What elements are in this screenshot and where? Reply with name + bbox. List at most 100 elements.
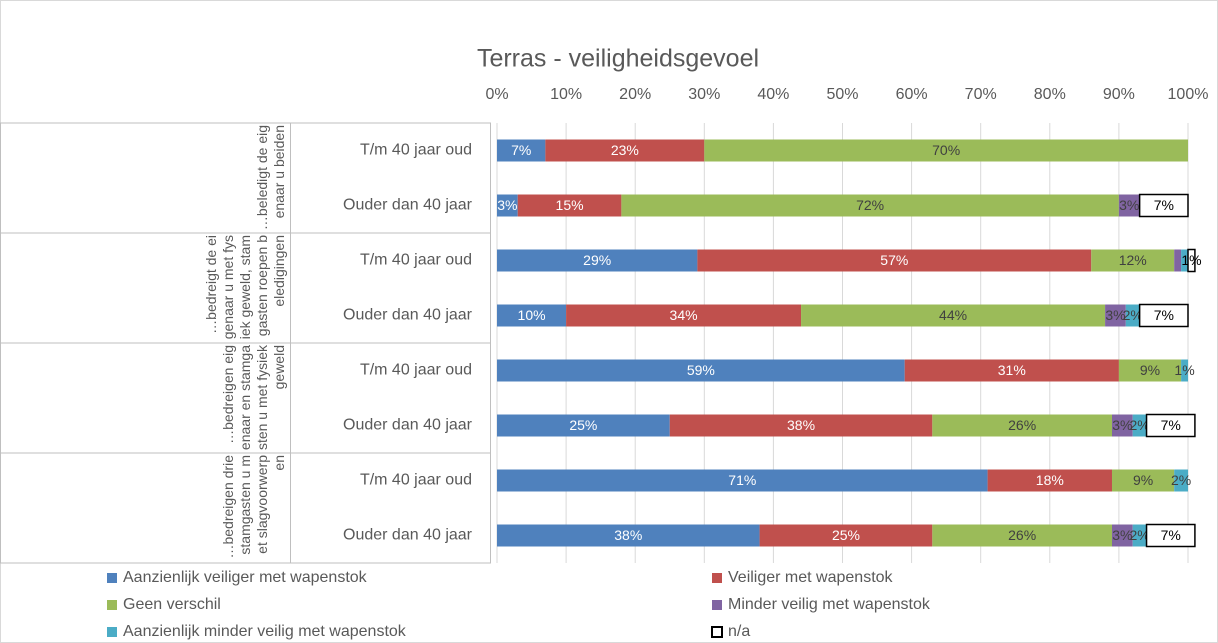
data-label: 7% xyxy=(1154,197,1174,213)
bar-segment xyxy=(1145,523,1196,548)
x-tick-label: 20% xyxy=(619,86,651,103)
data-label: 71% xyxy=(728,472,756,488)
bar-segment xyxy=(1118,194,1140,217)
bar-segment xyxy=(1132,414,1147,437)
bar-segment xyxy=(497,414,670,437)
data-label: 15% xyxy=(556,197,584,213)
y-tick-label: T/m 40 jaar oud xyxy=(360,142,472,159)
data-label: 25% xyxy=(832,527,860,543)
data-label: 26% xyxy=(1008,527,1036,543)
data-label: 7% xyxy=(1161,527,1181,543)
bar-segment xyxy=(1132,524,1147,547)
legend-label: Geen verschil xyxy=(123,596,221,613)
category-cell xyxy=(290,342,491,454)
x-tick-label: 30% xyxy=(688,86,720,103)
bar-segment xyxy=(1111,414,1133,437)
category-cell xyxy=(290,232,491,344)
legend-swatch xyxy=(107,627,117,637)
data-label: 10% xyxy=(518,307,546,323)
data-label: 3% xyxy=(1119,197,1139,213)
group-label: …bedreigen eigenaar en stamgasten u met … xyxy=(220,345,287,451)
bar-segment xyxy=(497,249,698,272)
bar-segment xyxy=(1174,249,1182,272)
x-tick-label: 90% xyxy=(1103,86,1135,103)
data-label: 2% xyxy=(1130,417,1150,433)
legend-swatch xyxy=(712,600,722,610)
bar-segment xyxy=(545,139,705,162)
bar-segment xyxy=(1145,413,1196,438)
data-label: 7% xyxy=(511,142,531,158)
data-label: 59% xyxy=(687,362,715,378)
legend-label: n/a xyxy=(728,623,750,640)
bar-segment xyxy=(932,414,1112,437)
bar-segment xyxy=(1138,193,1189,218)
legend-swatch xyxy=(712,573,722,583)
bar-segment xyxy=(497,304,567,327)
data-label: 57% xyxy=(880,252,908,268)
x-tick-label: 50% xyxy=(826,86,858,103)
x-tick-label: 0% xyxy=(485,86,508,103)
data-label: 3% xyxy=(1105,307,1125,323)
data-label: 7% xyxy=(1154,307,1174,323)
bar-segment xyxy=(1187,248,1196,273)
category-cell xyxy=(290,122,491,234)
bar-segment xyxy=(1181,359,1188,382)
bar-segment xyxy=(1111,524,1133,547)
bar-segment xyxy=(1138,303,1189,328)
bar-segment xyxy=(621,194,1119,217)
data-label: 70% xyxy=(932,142,960,158)
legend-label: Aanzienlijk veiliger met wapenstok xyxy=(123,569,368,586)
group-label: …beledigt de eigenaar u beiden xyxy=(254,125,287,231)
legend-label: Minder veilig met wapenstok xyxy=(728,596,931,613)
bar-segment xyxy=(517,194,622,217)
y-tick-label: T/m 40 jaar oud xyxy=(360,252,472,269)
bar-segment xyxy=(987,469,1112,492)
y-tick-label: Ouder dan 40 jaar xyxy=(343,307,473,324)
x-tick-label: 80% xyxy=(1034,86,1066,103)
bar-segment xyxy=(497,359,905,382)
data-label: 25% xyxy=(569,417,597,433)
bar-segment xyxy=(497,469,988,492)
data-label: 72% xyxy=(856,197,884,213)
data-label: 44% xyxy=(939,307,967,323)
legend-label: Veiliger met wapenstok xyxy=(728,569,894,586)
bar-segment xyxy=(1091,249,1175,272)
data-label: 38% xyxy=(614,527,642,543)
bar-segment xyxy=(697,249,1092,272)
data-label: 3% xyxy=(1112,527,1132,543)
data-label: 2% xyxy=(1123,307,1143,323)
data-label: 34% xyxy=(670,307,698,323)
data-label: 31% xyxy=(998,362,1026,378)
data-label: 3% xyxy=(1112,417,1132,433)
bar-segment xyxy=(1118,359,1182,382)
y-tick-label: T/m 40 jaar oud xyxy=(360,472,472,489)
bar-segment xyxy=(1174,469,1188,492)
data-label: 7% xyxy=(1161,417,1181,433)
data-label: 38% xyxy=(787,417,815,433)
bar-segment xyxy=(497,139,546,162)
data-label: 29% xyxy=(583,252,611,268)
data-label: 1% xyxy=(1174,362,1194,378)
bar-segment xyxy=(497,194,518,217)
y-tick-label: T/m 40 jaar oud xyxy=(360,362,472,379)
legend-swatch xyxy=(107,573,117,583)
data-label: 12% xyxy=(1119,252,1147,268)
bar-segment xyxy=(566,304,802,327)
data-label: 18% xyxy=(1036,472,1064,488)
data-label: 3% xyxy=(497,197,517,213)
chart-title: Terras - veiligheidsgevoel xyxy=(477,45,759,73)
bar-segment xyxy=(669,414,933,437)
bar-segment xyxy=(904,359,1119,382)
bar-segment xyxy=(759,524,933,547)
x-tick-label: 40% xyxy=(757,86,789,103)
data-label: 9% xyxy=(1133,472,1153,488)
bar-segment xyxy=(1125,304,1140,327)
legend-swatch xyxy=(711,626,723,638)
bar-segment xyxy=(1181,249,1188,272)
x-tick-label: 70% xyxy=(965,86,997,103)
data-label: 26% xyxy=(1008,417,1036,433)
x-tick-label: 10% xyxy=(550,86,582,103)
x-tick-label: 100% xyxy=(1168,86,1209,103)
